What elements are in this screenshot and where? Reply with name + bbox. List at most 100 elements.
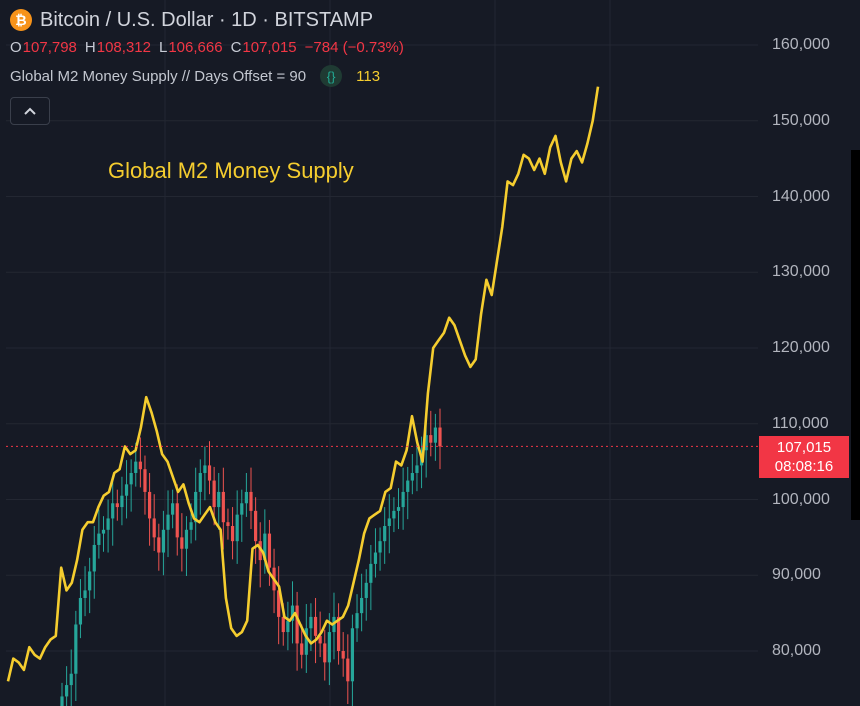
candle-down [152, 518, 156, 538]
last-price-tag: 107,015 08:08:16 [759, 436, 849, 478]
y-tick-label: 100,000 [772, 490, 830, 508]
candle-up [286, 620, 290, 633]
candle-down [212, 480, 216, 508]
candle-up [290, 605, 295, 621]
chart-annotation[interactable]: Global M2 Money Supply [108, 158, 354, 183]
candle-down [281, 616, 285, 633]
candle-up [78, 597, 83, 625]
y-tick-label: 90,000 [772, 566, 821, 584]
candle-up [378, 541, 382, 553]
symbol-header: ₿ Bitcoin / U.S. Dollar · 1D · BITSTAMP [10, 6, 373, 34]
candle-up [240, 503, 244, 515]
candle-down [143, 469, 147, 492]
candle-down [226, 522, 230, 527]
candle-down [277, 590, 281, 617]
candle-up [161, 529, 166, 553]
right-edge [851, 150, 860, 520]
candle-up [369, 563, 373, 583]
candle-down [115, 503, 119, 508]
candle-up [60, 696, 64, 706]
candle-up [203, 465, 207, 473]
candle-up [92, 544, 96, 572]
candle-up [350, 628, 355, 682]
candle-down [341, 651, 345, 659]
candle-up [355, 613, 359, 629]
bar-countdown: 08:08:16 [774, 458, 834, 475]
y-tick-label: 130,000 [772, 263, 830, 281]
candle-down [180, 537, 184, 549]
change-value: −784 (−0.73%) [304, 38, 404, 56]
low-value: 106,666 [168, 38, 223, 56]
candle-down [300, 643, 304, 655]
candle-up [166, 514, 170, 530]
candle-up [65, 685, 69, 697]
candle-up [134, 461, 138, 473]
candle-down [323, 643, 327, 663]
candle-up [97, 533, 101, 545]
candle-up [364, 582, 368, 598]
candle-down [138, 461, 142, 470]
candle-down [318, 635, 322, 644]
candle-up [387, 518, 391, 527]
candle-down [157, 537, 161, 553]
symbol-title[interactable]: Bitcoin / U.S. Dollar · 1D · BITSTAMP [40, 8, 374, 31]
m2-line-layer [6, 86, 600, 682]
candle-up [83, 590, 87, 598]
candle-down [147, 491, 152, 519]
low-label: L [158, 38, 168, 56]
candle-up [327, 632, 331, 663]
grid [6, 0, 758, 706]
close-value: 107,015 [242, 38, 297, 56]
candle-up [383, 526, 387, 542]
candle-up [401, 491, 405, 508]
chevron-up-icon [24, 107, 36, 115]
candle-up [433, 427, 437, 443]
candle-down [175, 503, 179, 538]
candle-up [415, 465, 419, 473]
candle-up [406, 480, 410, 492]
candle-down [249, 491, 253, 511]
candle-up [396, 507, 401, 511]
candle-up [263, 533, 267, 561]
candle-up [88, 571, 92, 591]
candle-down [429, 435, 433, 443]
candles [60, 408, 442, 706]
candle-up [74, 624, 78, 674]
candle-up [120, 495, 124, 508]
candle-down [267, 533, 272, 568]
m2-line [6, 86, 600, 682]
candle-down [313, 616, 318, 636]
candle-down [295, 605, 299, 644]
indicator-row[interactable]: Global M2 Money Supply // Days Offset = … [10, 64, 380, 88]
y-tick-label: 160,000 [772, 36, 830, 53]
y-tick-label: 80,000 [772, 642, 821, 659]
candle-up [309, 616, 313, 629]
candle-down [438, 427, 442, 447]
candle-up [189, 522, 193, 530]
last-price-value: 107,015 [776, 439, 832, 456]
indicator-source-icon[interactable]: {} [320, 65, 343, 87]
candle-down [207, 465, 212, 481]
candle-down [221, 491, 225, 523]
open-label: O [10, 38, 22, 56]
y-tick-label: 120,000 [772, 339, 830, 356]
indicator-name[interactable]: Global M2 Money Supply // Days Offset = … [10, 67, 307, 85]
candle-up [424, 435, 428, 451]
candle-up [111, 503, 115, 519]
candle-up [373, 552, 378, 564]
candle-down [336, 616, 341, 651]
high-value: 108,312 [96, 38, 151, 56]
candle-down [254, 510, 258, 542]
y-tick-label: 150,000 [772, 111, 830, 129]
y-tick-label: 140,000 [772, 187, 830, 205]
candle-up [69, 673, 73, 686]
candle-up [217, 491, 221, 508]
candle-up [410, 472, 414, 481]
candle-up [194, 491, 198, 523]
candle-up [106, 518, 110, 530]
candle-up [129, 472, 133, 485]
collapse-legend-button[interactable] [10, 97, 50, 125]
high-label: H [84, 38, 96, 56]
